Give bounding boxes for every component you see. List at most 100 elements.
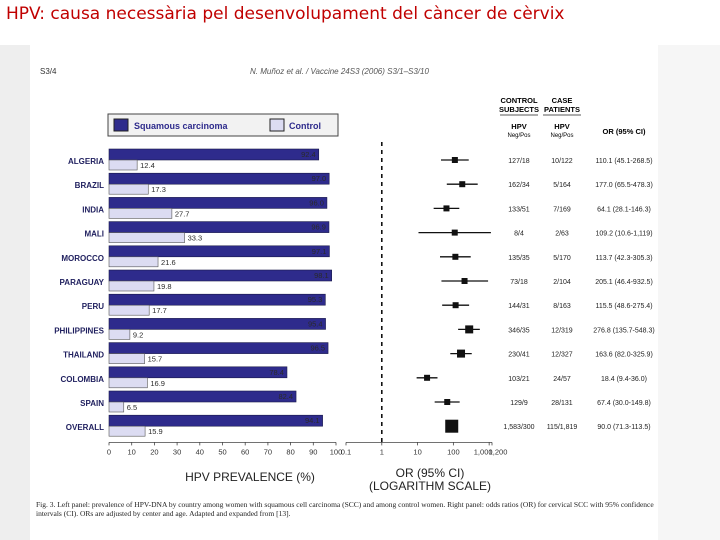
legend: Squamous carcinoma Control bbox=[107, 113, 339, 137]
or-point-overall bbox=[445, 419, 459, 433]
header-case: CASE bbox=[552, 96, 573, 105]
value-squamous-algeria: 92.4 bbox=[301, 150, 316, 159]
header-hpv-case: HPV bbox=[554, 122, 569, 131]
bar-squamous-brazil bbox=[108, 172, 330, 185]
value-control-morocco: 21.6 bbox=[161, 258, 176, 267]
bar-squamous-peru bbox=[108, 293, 326, 306]
bar-squamous-overall bbox=[108, 414, 323, 427]
value-squamous-peru: 95.3 bbox=[308, 295, 323, 304]
forest-plot: 127/18 10/122 110.1 (45.1-268.5) 162/34 5/16… bbox=[380, 142, 655, 443]
or-text-philippines: 276.8 (135.7-548.3) bbox=[593, 327, 655, 334]
header-or: OR (95% CI) bbox=[603, 127, 646, 136]
category-label-philippines: PHILIPPINES bbox=[54, 326, 104, 335]
caption-box: Fig. 3. Left panel: prevalence of HPV-DN… bbox=[36, 500, 654, 518]
or-point-paraguay bbox=[461, 278, 468, 284]
category-label-spain: SPAIN bbox=[80, 399, 104, 408]
control-count-philippines: 346/35 bbox=[508, 327, 530, 334]
control-count-thailand: 230/41 bbox=[508, 352, 530, 359]
forest-x-tick-label: 0.1 bbox=[341, 447, 351, 456]
bar-squamous-india bbox=[108, 197, 328, 209]
bar-x-tick-label: 50 bbox=[218, 447, 226, 456]
case-count-algeria: 10/122 bbox=[551, 158, 573, 165]
forest-header: CONTROL SUBJECTS CASE PATIENTS HPV Neg/P… bbox=[499, 96, 646, 139]
or-text-overall: 90.0 (71.3-113.5) bbox=[597, 424, 650, 431]
header-hpv-control: HPV bbox=[511, 122, 526, 131]
forest-x-tick-label: 1 bbox=[380, 447, 384, 456]
category-label-morocco: MOROCCO bbox=[61, 254, 104, 263]
case-count-peru: 8/163 bbox=[553, 303, 571, 310]
bar-squamous-spain bbox=[108, 390, 297, 403]
value-control-colombia: 16.9 bbox=[150, 379, 165, 388]
value-control-algeria: 12.4 bbox=[140, 161, 155, 170]
legend-swatch-squamous bbox=[113, 118, 129, 132]
control-count-overall: 1,583/300 bbox=[503, 424, 534, 431]
value-squamous-philippines: 95.4 bbox=[308, 319, 323, 328]
or-text-algeria: 110.1 (45.1-268.5) bbox=[595, 158, 652, 165]
value-squamous-mali: 96.9 bbox=[311, 223, 326, 232]
case-count-colombia: 24/57 bbox=[553, 376, 571, 383]
or-point-india bbox=[443, 205, 450, 212]
bar-x-tick-label: 60 bbox=[241, 447, 249, 456]
category-label-brazil: BRAZIL bbox=[75, 181, 104, 190]
or-text-paraguay: 205.1 (46.4-932.5) bbox=[595, 279, 653, 286]
bar-x-tick-label: 10 bbox=[128, 447, 136, 456]
category-label-colombia: COLOMBIA bbox=[60, 375, 104, 384]
control-count-paraguay: 73/18 bbox=[510, 279, 528, 286]
category-label-thailand: THAILAND bbox=[63, 351, 104, 360]
case-count-philippines: 12/319 bbox=[551, 327, 573, 334]
control-count-colombia: 103/21 bbox=[508, 376, 530, 383]
bar-x-tick-label: 80 bbox=[286, 447, 294, 456]
control-count-india: 133/51 bbox=[508, 206, 530, 213]
header-negpos-control: Neg/Pos bbox=[507, 133, 530, 139]
value-control-philippines: 9.2 bbox=[133, 330, 143, 339]
prevalence-bars: ALGERIA 92.4 12.4 BRAZIL 97.0 17.3 INDIA 96.0 27… bbox=[54, 148, 332, 437]
forest-xlabel-2: (LOGARITHM SCALE) bbox=[369, 479, 491, 493]
case-count-india: 7/169 bbox=[553, 206, 571, 213]
or-text-peru: 115.5 (48.6-275.4) bbox=[595, 303, 652, 310]
forest-x-tick-label: 100 bbox=[447, 447, 460, 456]
forest-x-tick-label: 10 bbox=[413, 447, 421, 456]
case-count-spain: 28/131 bbox=[551, 400, 573, 407]
bar-control-philippines bbox=[108, 329, 131, 340]
case-count-thailand: 12/327 bbox=[551, 352, 573, 359]
bar-control-paraguay bbox=[108, 280, 155, 292]
category-label-peru: PERU bbox=[82, 302, 104, 311]
header-negpos-case: Neg/Pos bbox=[550, 133, 573, 139]
bar-squamous-algeria bbox=[108, 148, 320, 161]
value-control-mali: 33.3 bbox=[188, 234, 203, 243]
bar-control-algeria bbox=[108, 159, 138, 171]
or-text-spain: 67.4 (30.0-149.8) bbox=[597, 400, 651, 407]
value-squamous-paraguay: 98.1 bbox=[314, 271, 329, 280]
background-strip-right bbox=[658, 45, 720, 540]
value-control-brazil: 17.3 bbox=[151, 185, 166, 194]
or-point-algeria bbox=[451, 157, 458, 163]
category-label-overall: OVERALL bbox=[66, 423, 104, 432]
value-squamous-india: 96.0 bbox=[309, 198, 324, 207]
case-count-morocco: 5/170 bbox=[553, 255, 571, 262]
or-text-morocco: 113.7 (42.3-305.3) bbox=[595, 255, 652, 262]
value-control-india: 27.7 bbox=[175, 209, 190, 218]
value-control-paraguay: 19.8 bbox=[157, 282, 172, 291]
bar-control-mali bbox=[108, 232, 185, 243]
bar-squamous-philippines bbox=[108, 318, 326, 330]
bar-x-tick-label: 30 bbox=[173, 447, 181, 456]
value-squamous-brazil: 97.0 bbox=[312, 174, 327, 183]
background-strip-left bbox=[0, 45, 30, 540]
figure-caption: Fig. 3. Left panel: prevalence of HPV-DN… bbox=[36, 500, 654, 518]
bar-control-morocco bbox=[108, 256, 159, 268]
case-count-overall: 115/1,819 bbox=[547, 424, 578, 431]
or-text-colombia: 18.4 (9.4-36.0) bbox=[601, 376, 647, 383]
header-case-sub: PATIENTS bbox=[544, 105, 580, 114]
header-control-sub: SUBJECTS bbox=[499, 105, 539, 114]
bar-squamous-morocco bbox=[108, 245, 330, 258]
bar-x-tick-label: 20 bbox=[150, 447, 158, 456]
or-point-spain bbox=[444, 399, 451, 405]
value-squamous-colombia: 78.4 bbox=[269, 368, 284, 377]
category-label-india: INDIA bbox=[82, 205, 104, 214]
bar-x-tick-label: 40 bbox=[196, 447, 204, 456]
or-point-brazil bbox=[459, 181, 466, 188]
or-text-mali: 109.2 (10.6-1,119) bbox=[595, 231, 652, 238]
case-count-brazil: 5/164 bbox=[553, 182, 571, 189]
or-point-mali bbox=[451, 229, 458, 236]
bar-x-tick-label: 100 bbox=[330, 447, 343, 456]
